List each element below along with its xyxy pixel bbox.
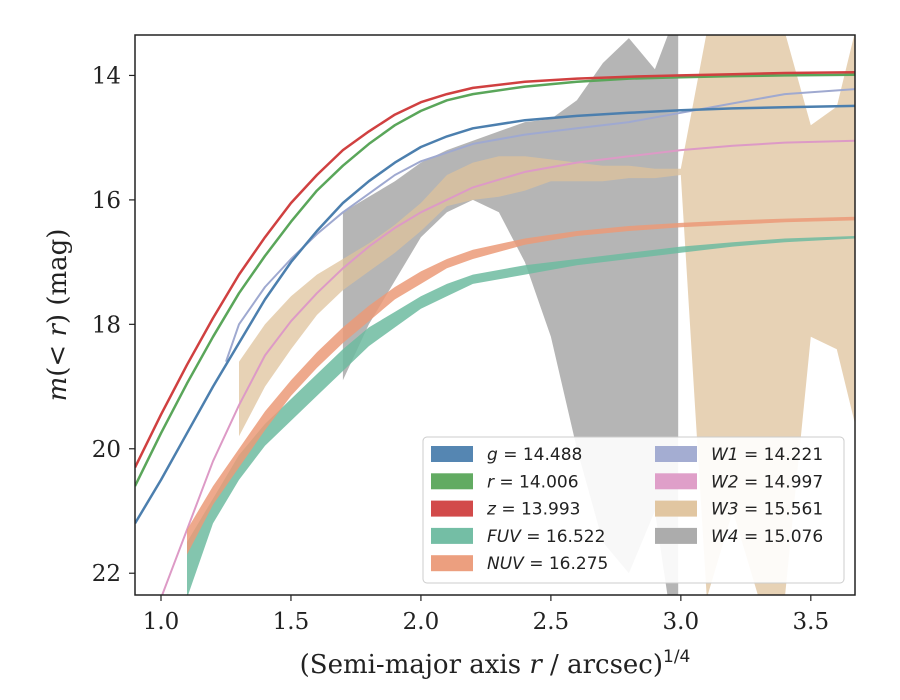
- ticks-layer: 1.0 1.5 2.0 2.5 3.0 3.5 14 16 18 20 22: [92, 63, 829, 635]
- legend-label-w4: W4 = 15.076: [711, 527, 823, 547]
- legend-swatch-w2: [655, 473, 697, 490]
- series-line-w2: [161, 139, 855, 595]
- legend-label-nuv: NUV = 16.275: [487, 554, 608, 574]
- x-tick-label: 1.5: [273, 609, 310, 635]
- legend-label-w3: W3 = 15.561: [711, 500, 823, 520]
- x-tick-label: 3.5: [793, 609, 830, 635]
- legend-swatch-w1: [655, 446, 697, 462]
- x-tick-label: 1.0: [143, 609, 180, 635]
- legend-label-z: z = 13.993: [486, 500, 580, 520]
- legend-swatch-nuv: [431, 555, 473, 572]
- legend-label-w1: W1 = 14.221: [711, 445, 823, 465]
- x-tick-label: 2.0: [403, 609, 440, 635]
- y-tick-label: 22: [92, 561, 121, 587]
- legend-label-fuv: FUV = 16.522: [487, 527, 605, 547]
- y-tick-label: 14: [92, 63, 121, 89]
- x-tick-label: 3.0: [663, 609, 700, 635]
- legend-swatch-r: [431, 473, 473, 490]
- legend-label-r: r = 14.006: [487, 472, 579, 492]
- legend-swatch-z: [431, 500, 473, 517]
- series-line-z: [135, 71, 855, 468]
- legend-label-g: g = 14.488: [487, 445, 582, 465]
- legend-frame: [422, 436, 845, 584]
- legend-swatch-w3: [655, 500, 697, 517]
- series-line-g: [135, 104, 855, 525]
- x-axis-label: (Semi-major axis r / arcsec)1/4: [300, 647, 691, 680]
- y-axis-label: m(< r) (mag): [43, 229, 73, 402]
- plot-frame: [134, 34, 856, 596]
- y-tick-label: 16: [92, 188, 121, 214]
- x-tick-label: 2.5: [533, 609, 570, 635]
- legend-swatch-w4: [655, 527, 697, 544]
- series-line-r: [135, 73, 855, 487]
- legend-label-w2: W2 = 14.997: [711, 472, 823, 492]
- y-tick-label: 18: [92, 312, 121, 338]
- legend: g = 14.488 r = 14.006 z = 13.993 FUV = 16.5…: [422, 436, 845, 584]
- y-tick-label: 20: [92, 437, 121, 463]
- legend-swatch-fuv: [431, 527, 473, 544]
- legend-swatch-g: [431, 446, 473, 462]
